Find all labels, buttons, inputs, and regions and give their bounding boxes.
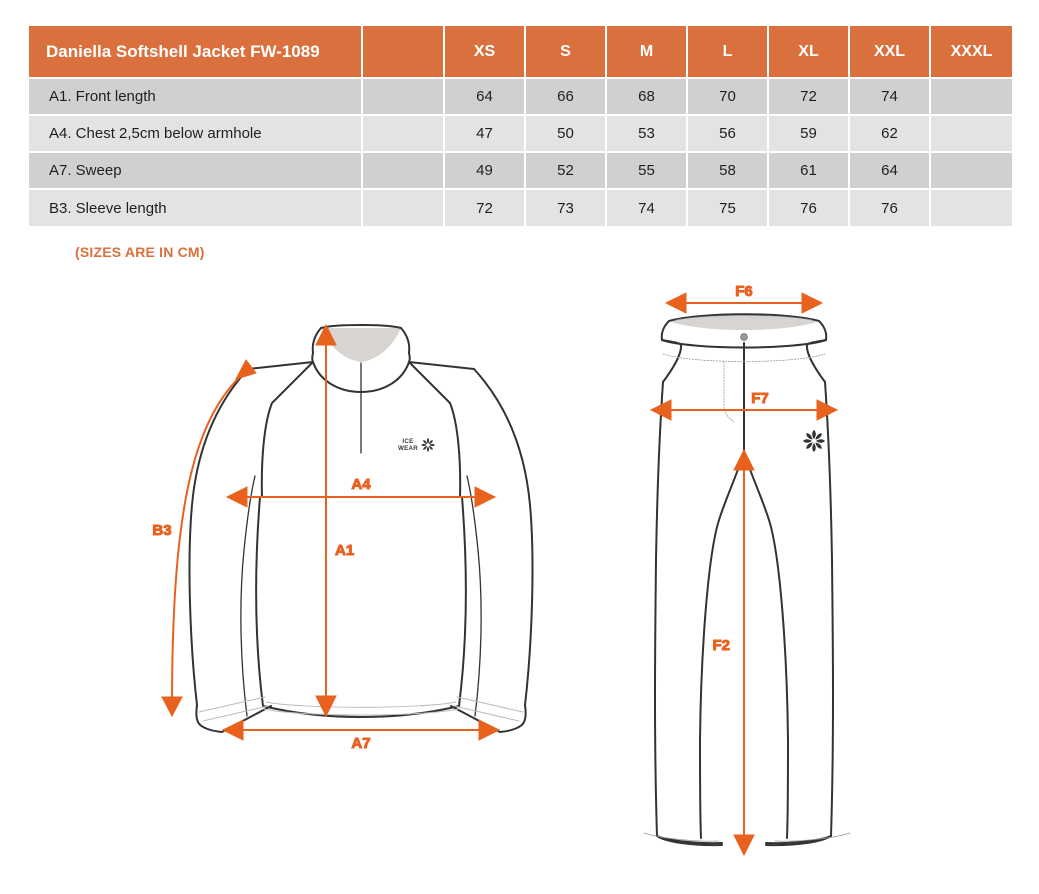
svg-text:WEAR: WEAR — [398, 445, 418, 452]
svg-text:B3: B3 — [152, 522, 171, 539]
svg-text:F6: F6 — [735, 283, 753, 300]
svg-text:A4: A4 — [351, 476, 371, 493]
svg-text:ICE: ICE — [402, 438, 413, 445]
svg-text:F2: F2 — [712, 637, 730, 654]
svg-text:A7: A7 — [351, 735, 370, 752]
svg-text:F7: F7 — [751, 390, 769, 407]
svg-text:A1: A1 — [335, 542, 354, 559]
